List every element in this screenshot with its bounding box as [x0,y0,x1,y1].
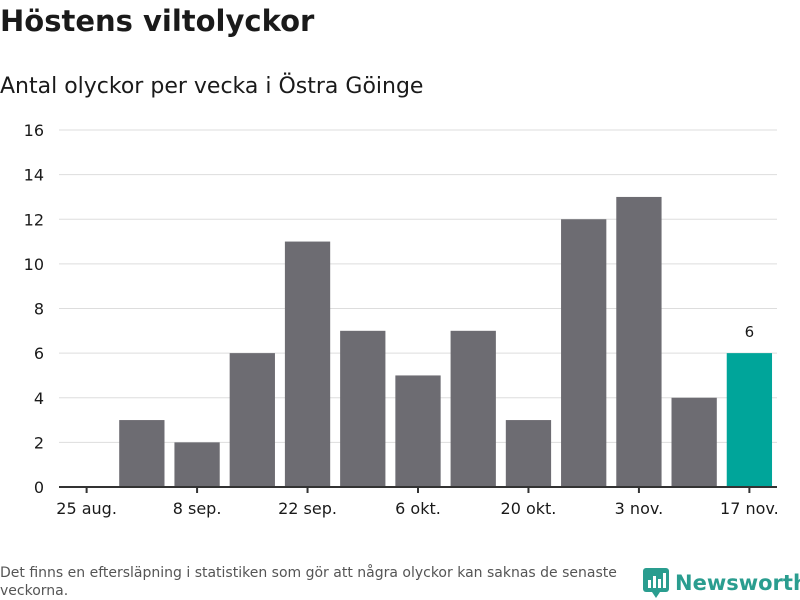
x-tick-label: 8 sep. [173,499,222,518]
y-tick-label: 10 [24,255,44,274]
bar-chart: 0 2 4 6 8 10 12 14 16 25 aug. 8 sep. 22 sep. 6 okt. 2… [24,121,779,518]
brand-name: Newsworthy [675,571,800,595]
bar [450,330,496,487]
bar [119,420,165,487]
bar [174,442,220,487]
newsworthy-logo-icon [643,568,669,598]
grid-layer [59,129,777,443]
bar [229,353,275,487]
footnote: Det finns en eftersläpning i statistiken… [0,565,617,599]
x-tick-label: 17 nov. [720,499,779,518]
bar [616,196,662,487]
y-tick-label: 12 [24,210,44,229]
x-tick-label: 20 okt. [501,499,557,518]
x-tick-label: 22 sep. [278,499,337,518]
bar [340,330,386,487]
y-tick-label: 8 [34,300,44,319]
bar [671,397,717,487]
bar-layer [119,196,773,487]
x-tick-label: 6 okt. [395,499,441,518]
y-tick-label: 4 [34,389,44,408]
y-tick-label: 6 [34,344,44,363]
bar [395,375,441,487]
y-tick-label: 2 [34,433,44,452]
data-label: 6 [745,323,755,341]
y-tick-label: 0 [34,478,44,497]
chart-title: Höstens viltolyckor [0,4,315,38]
x-tick-label: 25 aug. [56,499,117,518]
bar-highlight [726,353,773,487]
bar [284,241,331,487]
y-tick-label: 16 [24,121,44,140]
y-tick-label: 14 [24,166,44,185]
brand-logo[interactable]: Newsworthy [643,568,800,598]
x-tick-label: 3 nov. [615,499,664,518]
bar [561,219,607,487]
axis-layer: 0 2 4 6 8 10 12 14 16 25 aug. 8 sep. 22 sep. 6 okt. 2… [24,121,779,518]
chart-subtitle: Antal olyckor per vecka i Östra Göinge [0,74,424,99]
label-layer: 6 [745,323,755,341]
bar [505,420,552,487]
